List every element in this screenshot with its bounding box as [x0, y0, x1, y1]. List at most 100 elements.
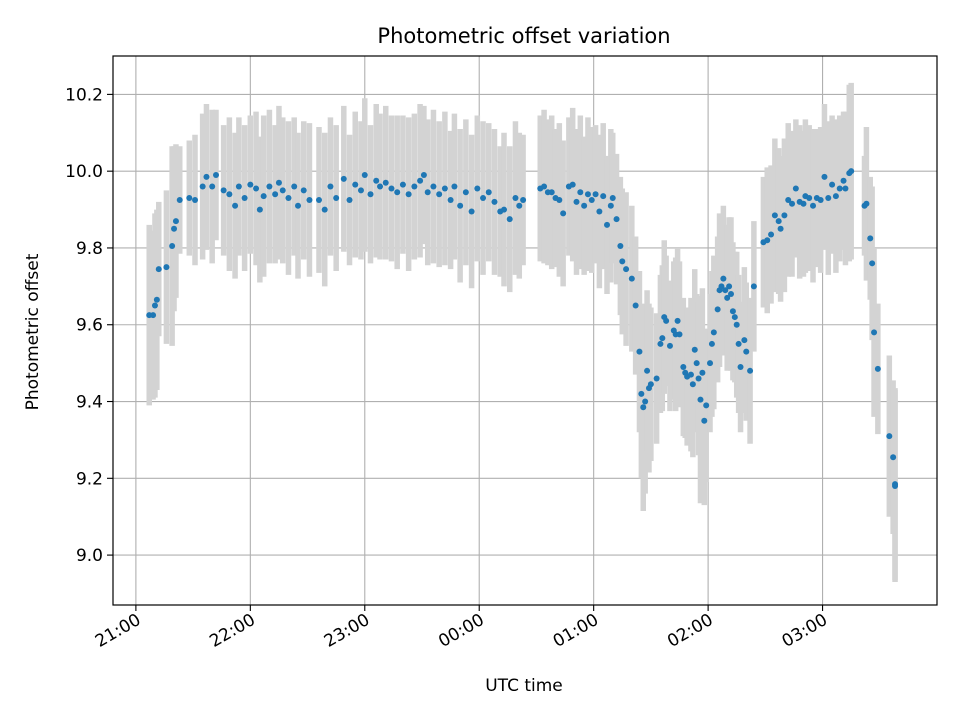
- y-axis-label: Photometric offset: [23, 253, 43, 410]
- data-point: [623, 266, 630, 273]
- data-point: [863, 200, 870, 207]
- data-point: [417, 177, 424, 184]
- data-point: [203, 173, 210, 180]
- data-point: [285, 195, 292, 202]
- data-point: [817, 196, 824, 203]
- data-point: [733, 321, 740, 328]
- data-point: [266, 183, 273, 190]
- data-point: [840, 177, 847, 184]
- data-point: [768, 231, 775, 238]
- data-point: [697, 396, 704, 403]
- data-point: [462, 189, 469, 196]
- data-point: [638, 390, 645, 397]
- data-point: [367, 191, 374, 198]
- data-point: [441, 185, 448, 192]
- data-point: [241, 195, 248, 202]
- data-point: [169, 243, 176, 250]
- data-point: [720, 275, 727, 282]
- data-point: [388, 185, 395, 192]
- data-point: [186, 195, 193, 202]
- y-tick-label: 9.4: [76, 393, 103, 413]
- data-point: [728, 291, 734, 298]
- data-point: [647, 381, 654, 388]
- y-axis-ticks: 9.0 9.2 9.4 9.6 9.8 10.0 10.2: [65, 85, 113, 566]
- data-point: [569, 181, 576, 188]
- data-point: [424, 189, 431, 196]
- data-point: [506, 216, 513, 223]
- data-point: [373, 177, 380, 184]
- data-point: [340, 175, 347, 182]
- data-point: [741, 337, 748, 344]
- data-point: [321, 206, 328, 213]
- data-point: [829, 181, 836, 188]
- data-point: [468, 208, 475, 215]
- data-point: [632, 302, 639, 309]
- data-point: [806, 195, 813, 202]
- data-point: [260, 193, 267, 200]
- data-point: [333, 195, 340, 202]
- data-point: [619, 258, 626, 265]
- data-point: [573, 198, 580, 205]
- data-point: [361, 172, 368, 179]
- data-point: [213, 172, 219, 179]
- data-point: [729, 308, 736, 315]
- data-point: [600, 193, 607, 200]
- data-point: [581, 202, 588, 209]
- data-point: [253, 185, 260, 192]
- data-point: [172, 218, 179, 225]
- y-tick-label: 9.6: [76, 316, 103, 336]
- data-point: [890, 454, 897, 461]
- data-point: [560, 210, 567, 217]
- data-point: [588, 196, 595, 203]
- data-point: [642, 398, 649, 405]
- data-point: [628, 275, 635, 282]
- data-point: [764, 237, 771, 244]
- data-point: [232, 202, 239, 209]
- data-point: [548, 189, 555, 196]
- data-point: [447, 196, 454, 203]
- data-point: [226, 191, 233, 198]
- data-point: [792, 185, 799, 192]
- data-point: [155, 266, 162, 273]
- y-tick-label: 10.0: [65, 162, 103, 182]
- data-point: [520, 196, 527, 203]
- data-point: [775, 218, 782, 225]
- data-point: [436, 191, 443, 198]
- data-point: [150, 312, 157, 319]
- data-point: [699, 369, 706, 376]
- data-point: [346, 196, 353, 203]
- data-point: [726, 283, 733, 290]
- data-point: [848, 168, 855, 175]
- data-point: [871, 329, 878, 336]
- data-point: [451, 183, 458, 190]
- data-point: [821, 173, 828, 180]
- data-point: [842, 185, 849, 192]
- data-point: [357, 187, 364, 194]
- data-point: [171, 225, 178, 232]
- y-tick-label: 9.2: [76, 469, 103, 489]
- data-point: [731, 314, 738, 321]
- data-point: [235, 183, 242, 190]
- plot-frame: [112, 55, 938, 606]
- data-point: [691, 346, 698, 353]
- data-point: [405, 191, 412, 198]
- data-point: [480, 195, 487, 202]
- data-point: [192, 196, 199, 203]
- data-point: [275, 179, 282, 186]
- data-point: [247, 181, 254, 188]
- data-point: [399, 181, 406, 188]
- data-point: [209, 183, 216, 190]
- data-point: [701, 417, 708, 424]
- data-point: [869, 260, 876, 267]
- data-point: [695, 375, 702, 382]
- data-point: [295, 202, 302, 209]
- data-point: [653, 375, 660, 382]
- data-point: [750, 283, 757, 290]
- data-point: [163, 264, 170, 271]
- data-point: [512, 195, 519, 202]
- data-point: [430, 183, 437, 190]
- data-point: [556, 196, 563, 203]
- y-tick-label: 9.8: [76, 239, 103, 259]
- data-point: [300, 187, 307, 194]
